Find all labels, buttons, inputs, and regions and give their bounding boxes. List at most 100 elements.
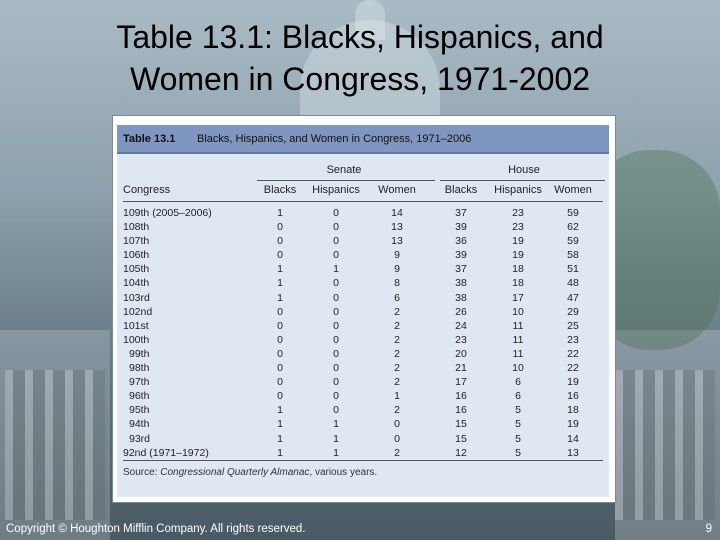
value-cell: 17 xyxy=(512,291,524,304)
value-cell: 2 xyxy=(394,376,400,389)
table-row: 96th 0 0 1 16 6 16 xyxy=(117,389,609,403)
data-table: Table 13.1 Blacks, Hispanics, and Women … xyxy=(117,125,609,497)
table-row: 97th 0 0 2 17 6 19 xyxy=(117,375,609,389)
value-cell: 5 xyxy=(515,418,521,431)
value-cell: 5 xyxy=(515,404,521,417)
value-cell: 59 xyxy=(567,235,579,248)
value-cell: 22 xyxy=(567,347,579,360)
value-cell: 0 xyxy=(277,333,283,346)
table-row: 107th 0 0 13 36 19 59 xyxy=(117,234,609,248)
table-row: 95th 1 0 2 16 5 18 xyxy=(117,403,609,417)
value-cell: 0 xyxy=(333,376,339,389)
value-cell: 11 xyxy=(512,333,524,346)
value-cell: 1 xyxy=(277,291,283,304)
value-cell: 14 xyxy=(567,432,579,445)
value-cell: 39 xyxy=(455,249,467,262)
value-cell: 17 xyxy=(455,376,467,389)
value-cell: 2 xyxy=(394,446,400,459)
table-row: 100th 0 0 2 23 11 23 xyxy=(117,333,609,347)
value-cell: 37 xyxy=(455,207,467,219)
value-cell: 39 xyxy=(455,221,467,234)
value-cell: 37 xyxy=(455,263,467,276)
table-row: 103rd 1 0 6 38 17 47 xyxy=(117,291,609,305)
value-cell: 24 xyxy=(455,319,467,332)
value-cell: 59 xyxy=(567,207,579,219)
value-cell: 0 xyxy=(333,362,339,375)
page-number: 9 xyxy=(705,523,712,535)
value-cell: 0 xyxy=(333,390,339,403)
value-cell: 8 xyxy=(394,277,400,290)
value-cell: 16 xyxy=(455,390,467,403)
right-columns-backdrop xyxy=(615,370,715,520)
table-source-note: Source: Congressional Quarterly Almanac,… xyxy=(123,467,377,478)
congress-cell: 101st xyxy=(123,319,149,332)
congress-cell: 106th xyxy=(123,249,150,262)
value-cell: 1 xyxy=(277,404,283,417)
column-header: Hispanics xyxy=(312,184,360,196)
value-cell: 0 xyxy=(277,390,283,403)
value-cell: 2 xyxy=(394,305,400,318)
table-title: Blacks, Hispanics, and Women in Congress… xyxy=(197,132,472,145)
value-cell: 2 xyxy=(394,319,400,332)
capitol-left-wing-backdrop xyxy=(0,330,110,540)
congress-cell: 93rd xyxy=(129,432,151,445)
congress-cell: 97th xyxy=(129,376,150,389)
table-image-frame: Table 13.1 Blacks, Hispanics, and Women … xyxy=(113,116,615,502)
value-cell: 11 xyxy=(512,319,524,332)
value-cell: 23 xyxy=(567,333,579,346)
congress-cell: 109th (2005–2006) xyxy=(123,207,212,219)
value-cell: 6 xyxy=(515,390,521,403)
value-cell: 0 xyxy=(333,333,339,346)
value-cell: 19 xyxy=(512,235,524,248)
value-cell: 2 xyxy=(394,362,400,375)
value-cell: 51 xyxy=(567,263,579,276)
value-cell: 2 xyxy=(394,347,400,360)
table-row: 104th 1 0 8 38 18 48 xyxy=(117,276,609,290)
value-cell: 0 xyxy=(333,404,339,417)
table-row: 108th 0 0 13 39 23 62 xyxy=(117,220,609,234)
congress-cell: 103rd xyxy=(123,291,150,304)
value-cell: 23 xyxy=(512,221,524,234)
table-row: 99th 0 0 2 20 11 22 xyxy=(117,347,609,361)
value-cell: 21 xyxy=(455,362,467,375)
source-suffix: , various years. xyxy=(309,467,378,478)
value-cell: 0 xyxy=(333,347,339,360)
capitol-cupola-backdrop xyxy=(355,0,385,40)
value-cell: 22 xyxy=(567,362,579,375)
table-header-bar: Table 13.1 Blacks, Hispanics, and Women … xyxy=(117,125,609,154)
table-row: 102nd 0 0 2 26 10 29 xyxy=(117,305,609,319)
congress-cell: 99th xyxy=(129,347,150,360)
value-cell: 20 xyxy=(455,347,467,360)
source-prefix: Source: xyxy=(123,467,161,478)
table-row: 93rd 1 1 0 15 5 14 xyxy=(117,432,609,446)
value-cell: 18 xyxy=(512,263,524,276)
value-cell: 0 xyxy=(277,249,283,262)
value-cell: 0 xyxy=(277,319,283,332)
value-cell: 14 xyxy=(391,207,403,219)
value-cell: 0 xyxy=(277,376,283,389)
value-cell: 0 xyxy=(277,221,283,234)
value-cell: 10 xyxy=(512,362,524,375)
table-row: 109th (2005–2006) 1 0 14 37 23 59 xyxy=(117,206,609,220)
senate-group-rule xyxy=(257,180,435,181)
value-cell: 0 xyxy=(333,207,339,219)
value-cell: 19 xyxy=(512,249,524,262)
value-cell: 13 xyxy=(567,446,579,459)
value-cell: 6 xyxy=(394,291,400,304)
value-cell: 1 xyxy=(277,263,283,276)
table-row: 92nd (1971–1972) 1 1 2 12 5 13 xyxy=(117,446,609,460)
value-cell: 13 xyxy=(391,221,403,234)
value-cell: 16 xyxy=(455,404,467,417)
value-cell: 2 xyxy=(394,404,400,417)
column-header: Congress xyxy=(123,184,171,196)
value-cell: 2 xyxy=(394,333,400,346)
value-cell: 0 xyxy=(333,305,339,318)
value-cell: 29 xyxy=(567,305,579,318)
value-cell: 0 xyxy=(277,347,283,360)
value-cell: 1 xyxy=(277,432,283,445)
value-cell: 0 xyxy=(277,362,283,375)
congress-cell: 94th xyxy=(129,418,150,431)
congress-cell: 92nd (1971–1972) xyxy=(123,446,209,459)
value-cell: 0 xyxy=(394,418,400,431)
slide-title-line-1: Table 13.1: Blacks, Hispanics, and xyxy=(116,19,604,55)
